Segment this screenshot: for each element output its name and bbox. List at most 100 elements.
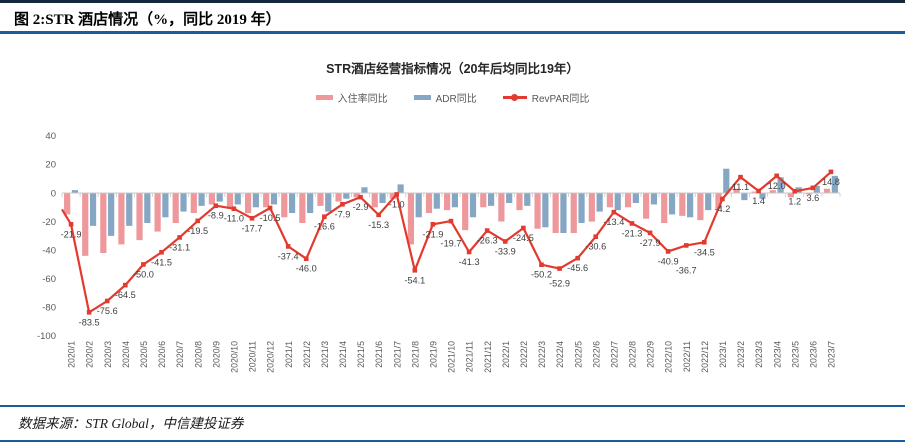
revpar-marker bbox=[267, 205, 273, 211]
revpar-marker bbox=[376, 212, 381, 218]
revpar-marker bbox=[484, 228, 490, 233]
occupancy-bar bbox=[552, 193, 559, 233]
adr-bar bbox=[433, 193, 440, 209]
adr-bar bbox=[487, 193, 495, 206]
occupancy-bar bbox=[136, 193, 143, 241]
occupancy-bar bbox=[805, 193, 813, 195]
occupancy-bar bbox=[353, 193, 360, 198]
x-axis-label: 2021/6 bbox=[374, 341, 384, 368]
revpar-data-label: -21.9 bbox=[61, 229, 82, 239]
revpar-marker bbox=[412, 267, 418, 273]
x-axis-label: 2020/4 bbox=[121, 341, 131, 368]
revpar-data-label: -27.9 bbox=[640, 238, 661, 248]
x-axis-label: 2020/12 bbox=[266, 341, 276, 373]
occupancy-bar bbox=[64, 193, 71, 215]
occupancy-bar bbox=[733, 188, 740, 193]
x-axis-label: 2022/3 bbox=[537, 341, 547, 368]
x-axis-label: 2021/4 bbox=[338, 341, 348, 368]
occupancy-bar bbox=[263, 193, 270, 208]
occupancy-bar bbox=[462, 193, 469, 231]
x-axis-label: 2020/10 bbox=[229, 341, 239, 373]
revpar-data-label: -37.4 bbox=[278, 251, 299, 261]
revpar-data-label: -17.7 bbox=[242, 223, 263, 233]
occupancy-bar bbox=[407, 193, 415, 245]
occupancy-bar bbox=[281, 193, 288, 218]
revpar-data-label: -30.6 bbox=[585, 242, 606, 252]
adr-bar bbox=[379, 193, 386, 203]
x-axis-label: 2020/2 bbox=[85, 341, 95, 368]
x-axis-label: 2020/7 bbox=[175, 341, 185, 368]
chart-legend: 入住率同比 ADR同比 RevPAR同比 bbox=[0, 90, 905, 105]
revpar-marker bbox=[430, 221, 436, 227]
adr-bar bbox=[216, 193, 223, 202]
revpar-data-label: 3.6 bbox=[806, 193, 819, 203]
y-axis-tick-label: -80 bbox=[42, 303, 56, 314]
revpar-data-label: -50.0 bbox=[133, 269, 154, 279]
adr-bar bbox=[108, 193, 115, 236]
x-axis-label: 2021/1 bbox=[284, 341, 294, 368]
adr-bar bbox=[506, 193, 513, 203]
occupancy-bar bbox=[715, 193, 722, 209]
revpar-data-label: -19.7 bbox=[441, 238, 462, 248]
adr-bar bbox=[687, 193, 694, 218]
x-axis-label: 2022/11 bbox=[682, 341, 692, 372]
x-axis-label: 2023/7 bbox=[827, 341, 837, 368]
revpar-data-label: -7.9 bbox=[335, 209, 351, 219]
x-axis-label: 2022/6 bbox=[591, 341, 601, 368]
adr-bar bbox=[180, 193, 187, 212]
x-axis-label: 2021/5 bbox=[356, 341, 366, 368]
revpar-data-label: -24.5 bbox=[513, 233, 534, 243]
y-axis-tick-label: 0 bbox=[51, 188, 56, 199]
revpar-marker bbox=[738, 174, 743, 180]
revpar-marker bbox=[575, 255, 580, 261]
adr-bar bbox=[307, 193, 314, 213]
revpar-data-label: -64.5 bbox=[115, 290, 136, 300]
revpar-marker bbox=[521, 225, 526, 231]
revpar-data-label: -45.6 bbox=[567, 263, 588, 273]
occupancy-bar bbox=[389, 193, 396, 199]
adr-bar bbox=[777, 177, 784, 193]
adr-bar bbox=[614, 193, 621, 211]
revpar-data-label: -54.1 bbox=[404, 275, 425, 285]
revpar-marker bbox=[448, 218, 454, 224]
revpar-marker bbox=[720, 196, 725, 202]
adr-bar bbox=[415, 193, 422, 218]
x-axis-label: 2021/2 bbox=[302, 341, 312, 368]
x-axis-label: 2022/4 bbox=[555, 341, 565, 368]
x-axis-label: 2021/8 bbox=[410, 341, 420, 368]
adr-bar bbox=[705, 193, 712, 211]
adr-bar bbox=[89, 193, 97, 226]
revpar-marker bbox=[702, 239, 707, 245]
legend-item-revpar: RevPAR同比 bbox=[502, 90, 589, 105]
adr-bar bbox=[759, 193, 766, 199]
revpar-data-label: -50.2 bbox=[531, 270, 552, 280]
adr-bar bbox=[126, 193, 133, 226]
x-axis-label: 2023/4 bbox=[772, 341, 782, 368]
legend-item-adr: ADR同比 bbox=[413, 90, 477, 105]
adr-bar bbox=[596, 193, 603, 212]
occupancy-swatch-icon bbox=[315, 95, 333, 100]
x-axis-label: 2020/5 bbox=[139, 341, 149, 368]
revpar-data-label: -46.0 bbox=[296, 264, 317, 274]
occupancy-bar bbox=[570, 193, 577, 233]
occupancy-bar bbox=[606, 193, 614, 208]
adr-bar bbox=[560, 193, 567, 233]
adr-bar bbox=[162, 193, 169, 218]
x-axis-label: 2021/11 bbox=[465, 341, 475, 372]
occupancy-bar bbox=[516, 193, 523, 211]
revpar-marker bbox=[358, 194, 363, 200]
revpar-data-label: 11.1 bbox=[732, 182, 749, 192]
revpar-data-label: -52.9 bbox=[549, 279, 570, 289]
revpar-marker bbox=[593, 234, 599, 240]
revpar-marker bbox=[557, 266, 562, 271]
x-axis-label: 2021/9 bbox=[429, 341, 439, 368]
occupancy-bar bbox=[226, 193, 234, 209]
header-divider bbox=[0, 31, 905, 34]
revpar-marker bbox=[104, 298, 110, 304]
revpar-data-label: -41.5 bbox=[151, 257, 172, 267]
revpar-data-label: -83.5 bbox=[79, 317, 100, 327]
occupancy-bar bbox=[624, 193, 632, 208]
revpar-marker bbox=[322, 214, 327, 220]
x-axis-label: 2022/12 bbox=[700, 341, 710, 373]
source-divider-top bbox=[0, 405, 905, 407]
